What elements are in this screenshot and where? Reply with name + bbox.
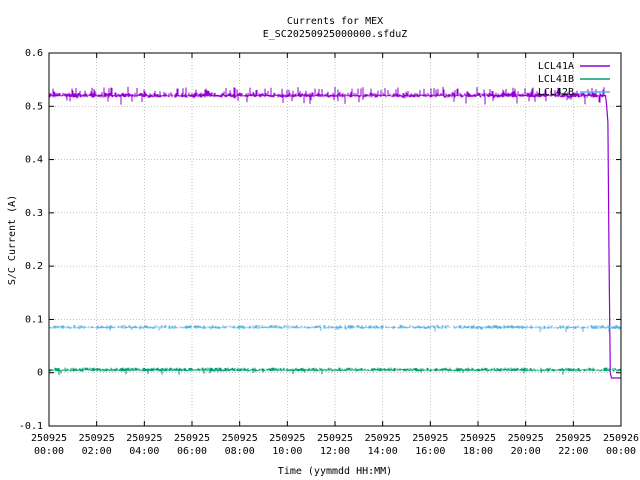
y-tick-label: 0.5 <box>25 101 43 112</box>
series-lcl42b <box>49 324 622 333</box>
y-tick-label: 0.1 <box>25 314 43 325</box>
y-axis-label: S/C Current (A) <box>7 195 18 285</box>
x-tick-label-date: 250925 <box>555 433 591 444</box>
x-tick-label-date: 250925 <box>269 433 305 444</box>
series-layer <box>48 86 622 379</box>
y-tick-label: 0.4 <box>25 155 43 166</box>
x-tick-label-date: 250925 <box>126 433 162 444</box>
x-tick-label-time: 22:00 <box>558 446 588 457</box>
x-tick-label-time: 18:00 <box>463 446 493 457</box>
x-tick-label-date: 250925 <box>174 433 210 444</box>
x-tick-label-date: 250925 <box>460 433 496 444</box>
x-tick-label-time: 12:00 <box>320 446 350 457</box>
chart-title: Currents for MEX <box>287 16 383 27</box>
grid <box>49 53 621 426</box>
x-tick-label-date: 250925 <box>222 433 258 444</box>
x-tick-label-time: 16:00 <box>415 446 445 457</box>
x-tick-label-time: 00:00 <box>34 446 64 457</box>
legend-label: LCL42B <box>538 87 574 98</box>
x-tick-label-time: 08:00 <box>225 446 255 457</box>
series-band <box>49 324 622 333</box>
y-tick-label: 0.3 <box>25 208 43 219</box>
x-axis-label: Time (yymmdd HH:MM) <box>278 466 392 477</box>
x-tick-label-date: 250925 <box>31 433 67 444</box>
x-tick-label-date: 250925 <box>365 433 401 444</box>
legend-label: LCL41B <box>538 74 574 85</box>
series-drop <box>601 95 621 379</box>
series-band <box>48 86 605 105</box>
y-tick-label: 0.2 <box>25 261 43 272</box>
x-tick-label-date: 250925 <box>508 433 544 444</box>
x-tick-label-time: 20:00 <box>511 446 541 457</box>
x-tick-label-date: 250926 <box>603 433 639 444</box>
legend-label: LCL41A <box>538 61 574 72</box>
series-lcl41a <box>48 86 621 379</box>
y-tick-label: 0.6 <box>25 48 43 59</box>
x-tick-label-date: 250925 <box>317 433 353 444</box>
x-tick-label-time: 06:00 <box>177 446 207 457</box>
x-tick-label-date: 250925 <box>79 433 115 444</box>
x-tick-label-time: 00:00 <box>606 446 636 457</box>
chart-subtitle: E_SC20250925000000.sfduZ <box>263 29 408 40</box>
x-tick-label-time: 02:00 <box>82 446 112 457</box>
x-tick-label-time: 10:00 <box>272 446 302 457</box>
y-tick-label: 0 <box>37 368 43 379</box>
x-tick-label-date: 250925 <box>412 433 448 444</box>
x-tick-label-time: 04:00 <box>129 446 159 457</box>
y-tick-label: -0.1 <box>19 421 43 432</box>
x-tick-label-time: 14:00 <box>368 446 398 457</box>
ticks: -0.1 0 0.1 0.2 0.3 0.4 0.5 0.6 250925 00:00 250925… <box>19 48 639 457</box>
legend: LCL41A LCL41B LCL42B <box>538 61 610 98</box>
